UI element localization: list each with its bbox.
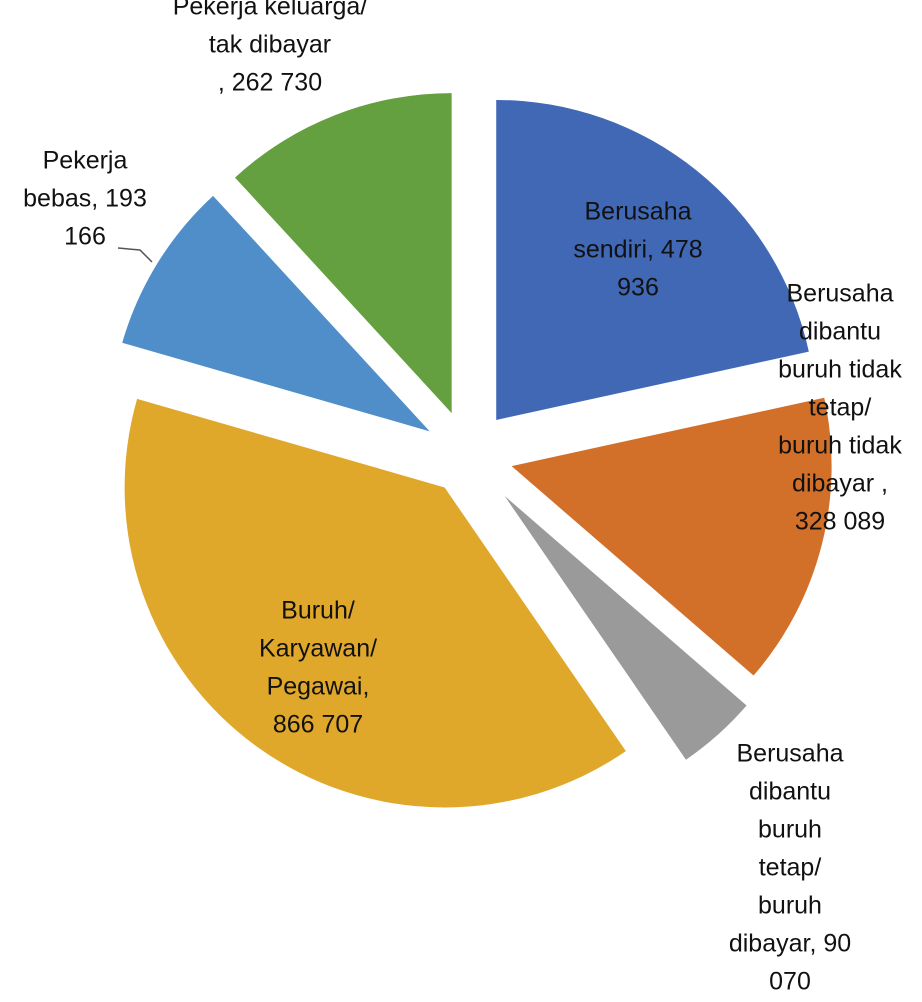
data-label: dibayar, 90 — [729, 930, 851, 958]
data-label: bebas, 193 — [23, 185, 147, 213]
data-label: 070 — [769, 968, 811, 996]
data-label: buruh tidak — [778, 356, 902, 384]
data-label: sendiri, 478 — [573, 236, 702, 264]
data-label: 936 — [617, 274, 659, 302]
data-label: Berusaha — [786, 280, 893, 308]
data-label: Pekerja keluarga/ — [173, 0, 368, 21]
data-label: Berusaha — [584, 198, 691, 226]
data-label: Pekerja — [43, 147, 128, 175]
data-label: 866 707 — [273, 711, 363, 739]
pie-slice — [122, 195, 430, 432]
data-label: dibantu — [799, 318, 881, 346]
data-label: Pegawai, — [267, 673, 370, 701]
data-label: tak dibayar — [209, 31, 331, 59]
data-label: dibayar , — [792, 470, 888, 498]
data-label: , 262 730 — [218, 69, 322, 97]
data-label: tetap/ — [759, 854, 822, 882]
leader-line — [117, 247, 153, 263]
data-label: tetap/ — [809, 394, 872, 422]
data-label: Berusaha — [736, 740, 843, 768]
pie-slice — [496, 99, 809, 420]
pie-slice — [504, 495, 747, 760]
data-label: Karyawan/ — [259, 635, 377, 663]
pie-slice — [511, 397, 832, 676]
data-label: buruh tidak — [778, 432, 902, 460]
data-label: buruh — [758, 816, 822, 844]
data-label: buruh — [758, 892, 822, 920]
data-label: 328 089 — [795, 508, 885, 536]
data-label: 166 — [64, 223, 106, 251]
data-label: Buruh/ — [281, 597, 355, 625]
pie-slice — [235, 93, 452, 414]
pie-slice — [124, 398, 626, 808]
data-label: dibantu — [749, 778, 831, 806]
